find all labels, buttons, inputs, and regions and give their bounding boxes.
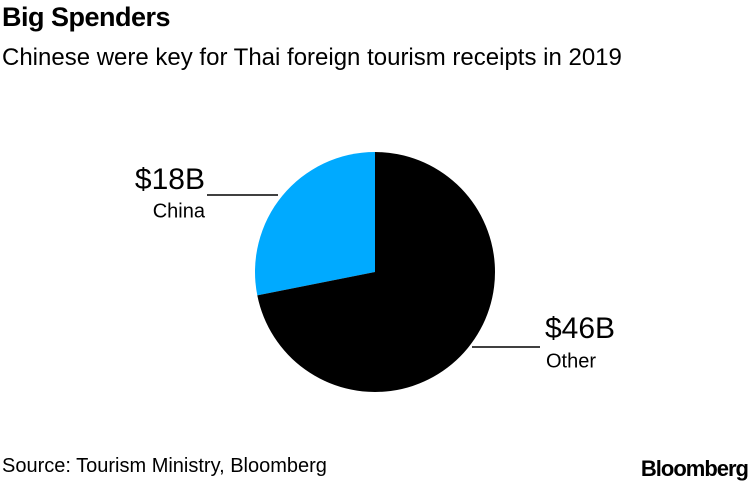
pie-slice (254, 152, 375, 296)
source-note: Source: Tourism Ministry, Bloomberg (2, 455, 327, 477)
value-label: $46B (545, 312, 615, 345)
category-label: China (153, 200, 206, 222)
category-label: Other (546, 350, 596, 372)
logo: Bloomberg (640, 456, 749, 481)
chart-title: Big Spenders (2, 2, 171, 32)
pie-slice (257, 152, 495, 392)
value-label: $18B (135, 163, 205, 196)
chart-subtitle: Chinese were key for Thai foreign touris… (2, 44, 622, 71)
